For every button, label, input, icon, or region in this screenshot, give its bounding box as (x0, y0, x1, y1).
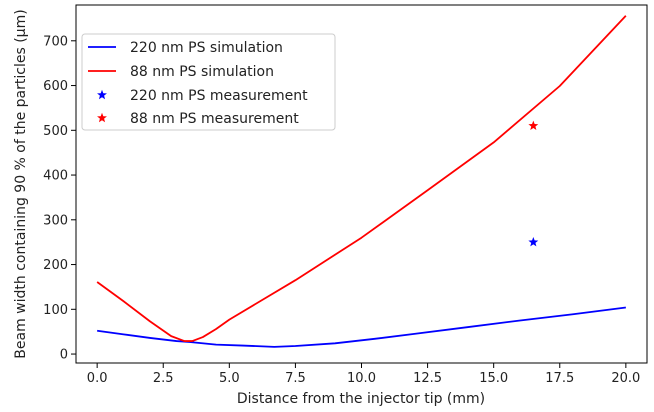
y-tick-label: 700 (43, 34, 68, 49)
x-axis: 0.0 2.5 5.0 7.5 10.0 12.5 15.0 17.5 20.0 (87, 363, 640, 386)
x-tick-label: 0.0 (87, 371, 108, 386)
y-axis: 0 100 200 300 400 500 600 700 (43, 34, 76, 363)
y-tick-label: 0 (60, 348, 68, 363)
y-tick-label: 100 (43, 303, 68, 318)
legend-label: 88 nm PS simulation (130, 64, 274, 80)
y-tick-label: 500 (43, 124, 68, 139)
x-tick-label: 20.0 (611, 371, 640, 386)
series-marker-3 (528, 120, 539, 131)
plot-lines (96, 15, 627, 348)
legend-box (81, 33, 336, 131)
y-tick-label: 300 (43, 213, 68, 228)
y-axis-label: Beam width containing 90 % of the partic… (13, 9, 29, 358)
x-tick-label: 5.0 (219, 371, 240, 386)
legend-label: 88 nm PS measurement (130, 111, 299, 127)
legend-label: 220 nm PS measurement (130, 88, 308, 104)
legend-label: 220 nm PS simulation (130, 40, 283, 56)
y-tick-label: 200 (43, 258, 68, 273)
x-tick-label: 15.0 (479, 371, 508, 386)
series-line-0 (97, 306, 626, 348)
series-marker-2 (528, 236, 539, 247)
legend: 220 nm PS simulation 88 nm PS simulation 2… (81, 33, 336, 131)
y-tick-label: 400 (43, 169, 68, 184)
x-tick-label: 10.0 (347, 371, 376, 386)
legend-swatch-star (97, 112, 107, 123)
x-tick-label: 17.5 (545, 371, 574, 386)
x-tick-label: 2.5 (153, 371, 174, 386)
x-axis-label: Distance from the injector tip (mm) (237, 391, 485, 407)
series-line-1 (96, 15, 627, 342)
x-tick-label: 7.5 (285, 371, 306, 386)
x-tick-label: 12.5 (413, 371, 442, 386)
y-tick-label: 600 (43, 79, 68, 94)
legend-swatch-star (97, 89, 107, 100)
